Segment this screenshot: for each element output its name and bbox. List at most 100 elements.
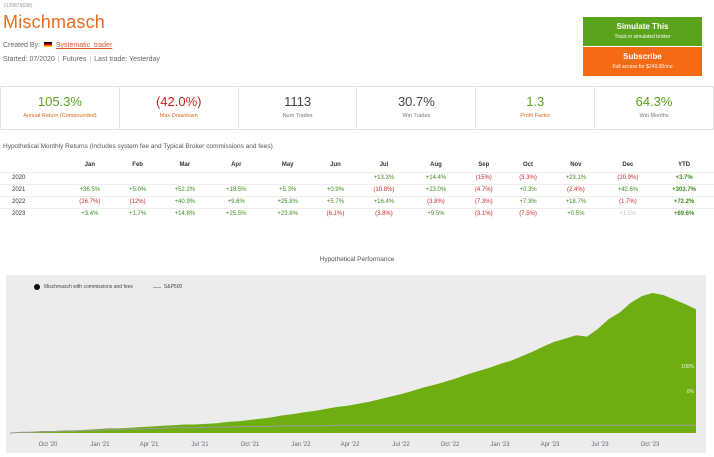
return-cell: (15%) — [461, 171, 506, 184]
last-trade: Last trade: Yesterday — [94, 56, 160, 63]
month-column-header: Apr — [231, 161, 242, 168]
year-cell: 2022 — [0, 195, 64, 208]
stat-value: 1.3 — [526, 94, 545, 109]
simulate-button[interactable]: Simulate This Track in simulated broker — [583, 17, 702, 46]
stat-value: 105.3% — [37, 94, 82, 109]
subscribe-label: Subscribe — [623, 52, 662, 61]
year-cell: 2023 — [0, 207, 64, 220]
return-cell: +0.9% — [313, 183, 358, 196]
x-tick-label: Apr '22 — [341, 442, 360, 448]
ytd-cell: +69.6% — [654, 207, 714, 220]
started-date: Started: 07/2020 — [3, 56, 55, 63]
return-cell: +9.6% — [210, 195, 262, 208]
return-cell: +0.5% — [550, 207, 602, 220]
return-cell: +36.5% — [63, 183, 117, 196]
return-cell: +25.8% — [261, 195, 314, 208]
return-cell: +1.7% — [116, 207, 160, 220]
x-tick-label: Oct '21 — [241, 442, 260, 448]
x-tick-label: Oct '20 — [39, 442, 58, 448]
return-cell: (3.8%) — [410, 195, 462, 208]
table-row: 2022 (26.7%) (12%) +40.9% +9.6% +25.8% +5.7% +1… — [0, 195, 714, 208]
month-column-header: May — [281, 161, 294, 168]
ytd-cell: +303.7% — [654, 183, 714, 196]
simulate-sublabel: Track in simulated broker — [614, 34, 671, 40]
return-cell: +23.8% — [261, 207, 314, 220]
stats-bar: 105.3% Annual Return (Compounded) (42.0%… — [0, 86, 714, 130]
meta-divider: | — [89, 56, 92, 63]
return-cell: +13.3% — [357, 171, 411, 184]
return-cell: +7.3% — [505, 195, 551, 208]
subscribe-button[interactable]: Subscribe Full access for $249.00/mo — [583, 47, 702, 76]
x-tick-label: Jan '23 — [490, 442, 510, 448]
return-cell: +14.4% — [410, 171, 462, 184]
return-cell: (26.7%) — [63, 195, 117, 208]
system-meta: Started: 07/2020 | Futures | Last trade: Yes… — [3, 56, 160, 63]
return-cell: +23.1% — [550, 171, 602, 184]
chart-legend: Mischmasch with commissions and fees S&P… — [34, 284, 182, 290]
legend-series-2: S&P500 — [163, 284, 183, 290]
return-cell: +0.3% — [505, 183, 551, 196]
year-column-header — [0, 158, 64, 172]
month-column-header: Dec — [622, 161, 634, 168]
return-cell: (10.8%) — [357, 183, 411, 196]
y-tick-label: 0% — [687, 389, 695, 395]
stat-label: Profit Factor — [520, 113, 551, 119]
return-cell: +25.5% — [210, 207, 262, 220]
stat-profit-factor: 1.3 Profit Factor — [476, 87, 596, 129]
year-cell: 2021 — [0, 183, 64, 196]
stat-value: 64.3% — [635, 94, 673, 109]
year-cell: 2020 — [0, 171, 64, 184]
simulate-label: Simulate This — [616, 22, 669, 31]
return-cell: +40.9% — [159, 195, 211, 208]
return-cell: +16.4% — [357, 195, 411, 208]
return-cell: +5.7% — [313, 195, 358, 208]
return-cell: (4.7%) — [461, 183, 506, 196]
flag-icon — [43, 42, 52, 48]
return-cell: (1.7%) — [601, 195, 655, 208]
return-cell — [210, 171, 262, 184]
return-cell: +1.5% — [601, 207, 655, 220]
return-cell: +23.0% — [410, 183, 462, 196]
return-cell: +5.3% — [261, 183, 314, 196]
table-row: 2023 +3.4% +1.7% +14.8% +25.5% +23.8% (6.1%) (3… — [0, 207, 714, 220]
stat-max-drawdown: (42.0%) Max Drawdown — [120, 87, 239, 129]
return-cell: (2.4%) — [550, 183, 602, 196]
page-title: Mischmasch — [3, 12, 106, 32]
stat-label: Max Drawdown — [159, 113, 198, 119]
created-by: Created By: Systematic_trader — [3, 42, 112, 49]
monthly-returns-table: Jan Feb Mar Apr May Jun Jul Aug Sep Oct Nov Dec YTD … — [0, 158, 714, 220]
return-cell: +42.6% — [601, 183, 655, 196]
month-column-header: YTD — [678, 161, 691, 168]
return-cell: +3.4% — [63, 207, 117, 220]
ytd-cell: +3.7% — [654, 171, 714, 184]
month-column-header: Jun — [330, 161, 341, 168]
stat-label: Num Trades — [282, 113, 313, 119]
performance-chart-svg: 100% 0% Oct '20 Jan '21 Apr '21 Jul '21 Oct '2… — [9, 293, 696, 448]
returns-body: 2020 +13.3% +14.4% (15%) (3.3%) +23.1% (20.9%)… — [0, 171, 714, 220]
x-tick-label: Jan '22 — [291, 442, 311, 448]
return-cell: (3.8%) — [357, 207, 411, 220]
legend-series-1: Mischmasch with commissions and fees — [44, 284, 133, 290]
return-cell: (3.3%) — [505, 171, 551, 184]
return-cell: +18.7% — [550, 195, 602, 208]
return-cell: +52.2% — [159, 183, 211, 196]
created-by-label: Created By: — [3, 42, 40, 49]
stat-value: 1113 — [284, 94, 312, 109]
return-cell: (3.1%) — [461, 207, 506, 220]
market-type: Futures — [62, 56, 87, 63]
stat-label: Win Months — [639, 113, 669, 119]
equity-area — [10, 293, 696, 433]
x-tick-label: Jan '21 — [90, 442, 110, 448]
subscribe-sublabel: Full access for $249.00/mo — [612, 64, 673, 70]
legend-line-icon — [152, 286, 161, 288]
x-tick-label: Jul '22 — [392, 442, 410, 448]
month-column-header: Feb — [132, 161, 143, 168]
developer-link[interactable]: Systematic_trader — [55, 42, 113, 49]
return-cell: +18.5% — [210, 183, 262, 196]
chart-title: Hypothetical Performance — [319, 256, 395, 263]
return-cell — [116, 171, 160, 184]
x-tick-label: Oct '22 — [441, 442, 460, 448]
x-tick-label: Oct '23 — [641, 442, 660, 448]
stat-annual-return: 105.3% Annual Return (Compounded) — [1, 87, 120, 129]
y-tick-label: 100% — [681, 364, 694, 370]
